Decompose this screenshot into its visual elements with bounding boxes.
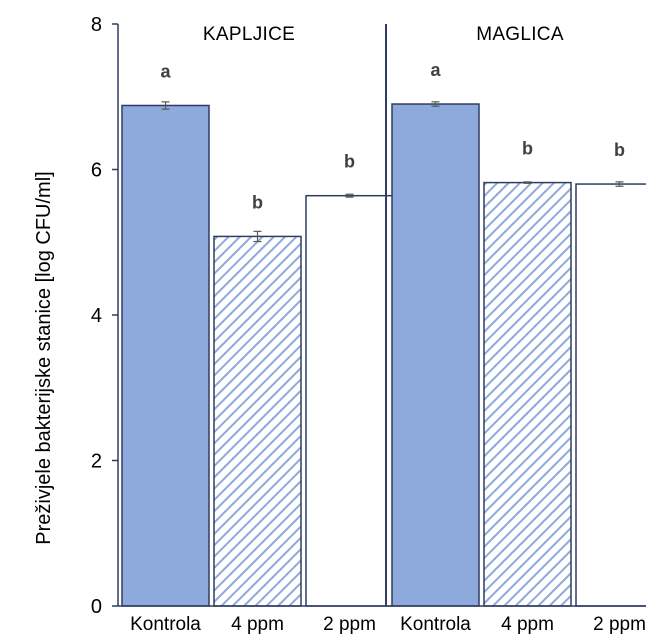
significance-label: a [160,61,171,81]
group-label-maglica: MAGLICA [476,24,564,45]
bar-maglica-4-ppm [483,181,572,607]
group-label-kapljice: KAPLJICE [203,24,295,45]
labels-layer: KAPLJICE a Kontrola b 4 ppm b 2 ppm MAGLICA a Kon… [130,24,646,635]
bar-maglica-2-ppm [575,183,646,607]
bar-kapljice-2-ppm [305,194,394,607]
x-tick-label: 2 ppm [323,614,376,635]
x-tick-label: 2 ppm [593,614,646,635]
y-tick-label: 4 [91,305,102,327]
x-tick-label: 4 ppm [231,614,284,635]
y-tick-label: 8 [91,14,102,36]
x-tick-label: Kontrola [130,614,201,635]
bar-kapljice-kontrola [121,104,210,607]
bars-layer [121,101,646,607]
y-axis: 0 2 4 6 8 [91,14,646,618]
significance-label: a [430,60,441,80]
significance-label: b [344,152,355,172]
significance-label: b [522,139,533,159]
significance-label: b [614,140,625,160]
x-tick-label: Kontrola [400,614,471,635]
bar-maglica-kontrola [391,103,480,607]
x-tick-label: 4 ppm [501,614,554,635]
significance-label: b [252,192,263,212]
y-tick-label: 0 [91,596,102,618]
y-tick-label: 6 [91,160,102,182]
y-axis-label: Preživjele bakterijske stanice [log CFU/… [33,171,55,544]
bar-kapljice-4-ppm [213,235,302,607]
y-tick-label: 2 [91,451,102,473]
